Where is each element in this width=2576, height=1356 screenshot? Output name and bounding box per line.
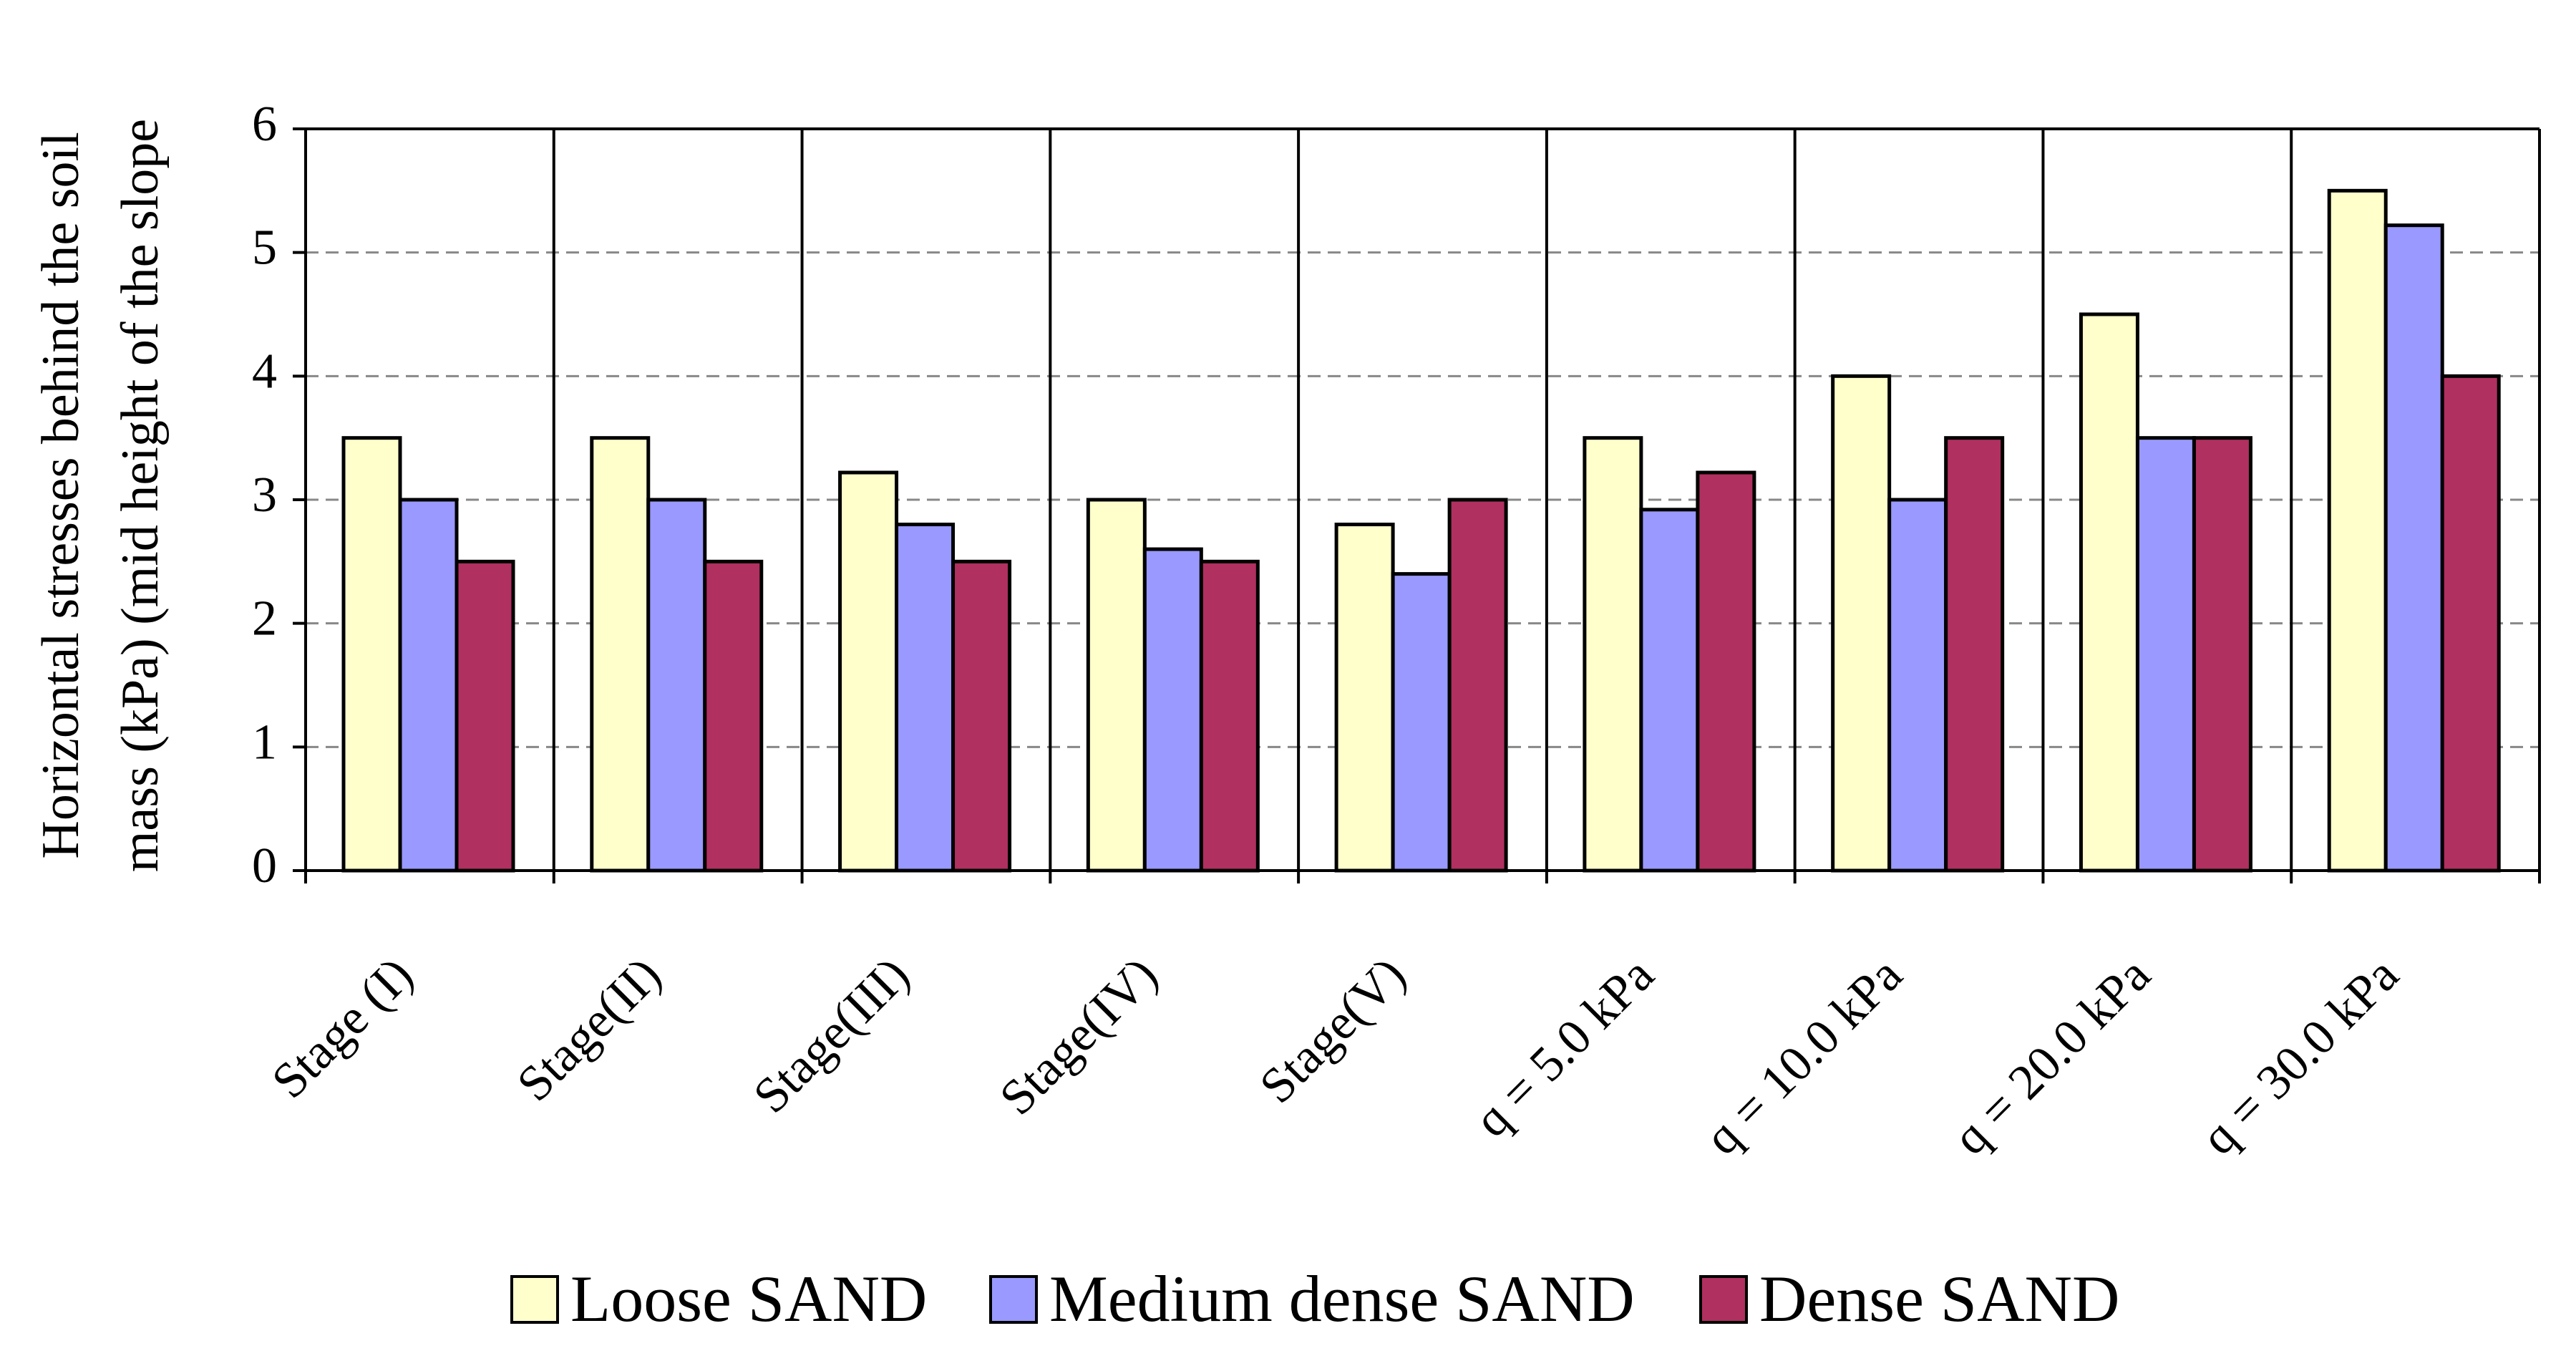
- bar: [1887, 498, 1948, 873]
- bar: [2440, 374, 2501, 873]
- bar: [2383, 223, 2444, 873]
- y-tick-label: 3: [252, 468, 277, 523]
- bar: [341, 436, 402, 873]
- legend-label: Loose SAND: [570, 1262, 927, 1335]
- bar: [398, 498, 459, 873]
- bar: [1199, 559, 1260, 873]
- bar: [951, 559, 1012, 873]
- legend-label: Medium dense SAND: [1049, 1262, 1635, 1335]
- y-tick-label: 4: [252, 344, 277, 399]
- x-tick-label: q = 20.0 kPa: [1943, 947, 2161, 1166]
- bar: [1583, 436, 1643, 873]
- x-tick-label: q = 10.0 kPa: [1694, 947, 1912, 1166]
- legend-label: Dense SAND: [1759, 1262, 2119, 1335]
- bar: [1944, 436, 2005, 873]
- legend-swatch: [989, 1275, 1038, 1324]
- x-tick-label: q = 5.0 kPa: [1464, 947, 1664, 1148]
- y-axis-label: Horizontal stresses behind the soil: [31, 132, 90, 858]
- bar: [895, 523, 956, 873]
- bar: [455, 559, 515, 873]
- bar: [2135, 436, 2196, 873]
- y-tick-label: 5: [252, 221, 277, 276]
- bar: [1142, 547, 1203, 873]
- bar: [2327, 188, 2388, 873]
- x-tick-label: q = 30.0 kPa: [2191, 947, 2409, 1166]
- bar: [703, 559, 764, 873]
- bar: [1391, 572, 1452, 873]
- bar: [2079, 312, 2139, 873]
- x-tick-label: Stage (I): [261, 947, 423, 1109]
- bar: [838, 470, 899, 873]
- y-tick-label: 1: [252, 715, 277, 770]
- legend-swatch: [1699, 1275, 1748, 1324]
- bar: [2192, 436, 2252, 873]
- y-axis-label: mass (kPa) (mid height of the slope: [111, 119, 170, 872]
- bar: [646, 498, 707, 873]
- bar: [1639, 508, 1700, 873]
- y-tick-label: 2: [252, 591, 277, 646]
- y-tick-label: 6: [252, 97, 277, 152]
- bar: [1334, 523, 1395, 873]
- bar: [1831, 374, 1892, 873]
- legend-swatch: [510, 1275, 559, 1324]
- y-tick-label: 0: [252, 838, 277, 893]
- x-tick-label: Stage(V): [1250, 947, 1416, 1114]
- x-tick-label: Stage(III): [743, 947, 920, 1124]
- bar: [590, 436, 651, 873]
- bar: [1696, 470, 1756, 873]
- x-tick-label: Stage(II): [507, 947, 671, 1112]
- bar: [1086, 498, 1147, 873]
- x-tick-label: Stage(IV): [989, 947, 1168, 1126]
- bar: [1447, 498, 1508, 873]
